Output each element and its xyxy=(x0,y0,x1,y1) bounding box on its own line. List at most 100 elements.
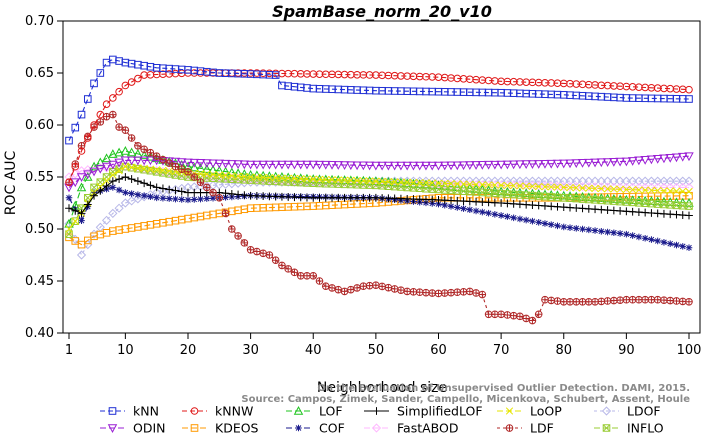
data-point-ldf xyxy=(347,285,355,294)
data-point-odin xyxy=(571,159,582,169)
data-point-cof xyxy=(479,208,486,216)
data-point-simplifiedlof xyxy=(165,185,174,194)
data-point-odin xyxy=(214,159,225,169)
data-point-simplifiedlof xyxy=(102,182,111,190)
data-point-ldof xyxy=(577,176,588,186)
data-point-loop xyxy=(309,175,317,183)
data-point-cof xyxy=(510,214,517,222)
data-point-ldof xyxy=(602,176,613,186)
data-point-simplifiedlof xyxy=(71,206,80,215)
data-point-loop xyxy=(641,186,649,194)
data-point-odin xyxy=(533,160,544,169)
data-point-ldf xyxy=(234,232,242,240)
data-point-kdeos xyxy=(102,229,111,237)
data-point-cof xyxy=(222,194,229,201)
data-point-odin xyxy=(377,161,387,171)
data-point-simplifiedlof xyxy=(108,177,117,186)
data-point-lof xyxy=(139,150,149,160)
data-point-odin xyxy=(546,159,556,169)
data-point-cof xyxy=(485,209,492,217)
legend-item-knnw: kNNW xyxy=(182,404,253,419)
data-point-knnw xyxy=(77,147,86,155)
data-point-odin xyxy=(202,159,212,169)
data-point-ldof xyxy=(665,176,675,186)
data-point-odin xyxy=(421,161,431,171)
legend-item-knn: kNN xyxy=(100,404,159,419)
data-point-cof xyxy=(529,217,536,225)
data-point-lof xyxy=(483,185,494,195)
data-point-cof xyxy=(472,207,480,215)
data-point-simplifiedlof xyxy=(685,211,693,220)
data-point-odin xyxy=(396,161,406,171)
data-point-ldf xyxy=(321,282,330,290)
data-point-loop xyxy=(253,173,261,181)
data-point-knn xyxy=(271,71,280,79)
data-point-loop xyxy=(622,185,631,194)
data-point-odin xyxy=(590,158,600,168)
data-point-cof xyxy=(209,194,217,202)
data-point-loop xyxy=(397,178,405,186)
x-tick-label: 40 xyxy=(305,343,322,358)
data-point-ldof xyxy=(646,176,657,186)
data-point-odin xyxy=(440,161,450,171)
data-point-odin xyxy=(684,152,694,162)
x-axis: 1 10 20 30 40 50 60 70 80 90 100 xyxy=(65,333,702,358)
data-point-loop xyxy=(578,184,587,192)
data-point-ldf xyxy=(616,296,624,304)
legend-label: INFLO xyxy=(627,421,664,434)
data-point-odin xyxy=(677,152,688,162)
chart-title: SpamBase_norm_20_v10 xyxy=(272,2,492,21)
data-point-ldf xyxy=(610,296,618,305)
data-point-knn xyxy=(96,69,105,77)
data-point-ldf xyxy=(628,296,637,304)
data-point-knnw xyxy=(96,110,105,119)
data-point-odin xyxy=(502,160,513,170)
data-point-simplifiedlof xyxy=(121,173,130,181)
data-point-odin xyxy=(446,161,456,171)
legend-label: LDOF xyxy=(627,404,661,419)
y-tick-label: 0.50 xyxy=(25,222,54,237)
data-point-ldof xyxy=(571,176,581,186)
data-point-odin xyxy=(565,159,575,169)
data-point-ldf xyxy=(591,298,599,306)
x-tick-label: 50 xyxy=(368,343,385,358)
data-point-odin xyxy=(89,167,99,177)
data-point-odin xyxy=(364,161,375,171)
data-point-cof xyxy=(78,217,85,224)
series-line-ldof xyxy=(68,180,689,257)
data-point-ldf xyxy=(541,296,549,304)
data-point-ldf xyxy=(484,310,493,318)
series-loop xyxy=(65,162,693,233)
data-point-cof xyxy=(203,195,211,202)
data-point-fastabod xyxy=(621,182,631,193)
data-point-odin xyxy=(133,156,143,166)
data-point-loop xyxy=(246,173,255,181)
data-point-cof xyxy=(184,196,192,204)
data-point-fastabod xyxy=(628,182,638,193)
data-point-fastabod xyxy=(490,180,500,190)
data-point-loop xyxy=(359,177,367,185)
data-point-loop xyxy=(265,173,274,182)
data-point-odin xyxy=(584,158,594,168)
data-point-lof xyxy=(108,149,118,158)
data-point-ldf xyxy=(115,123,123,131)
data-point-loop xyxy=(221,171,230,179)
data-point-ldf xyxy=(584,298,593,306)
data-point-ldf xyxy=(641,296,649,304)
data-point-lof xyxy=(83,172,93,181)
data-point-ldf xyxy=(290,268,299,277)
data-point-odin xyxy=(602,158,613,167)
data-point-ldf xyxy=(516,312,524,321)
data-point-odin xyxy=(189,158,199,168)
data-point-ldof xyxy=(521,176,531,186)
legend-marker-cof xyxy=(295,424,302,432)
data-point-loop xyxy=(616,185,624,193)
data-point-knnw xyxy=(102,100,111,108)
x-tick-label: 100 xyxy=(677,343,702,358)
data-point-knnw xyxy=(90,121,98,129)
data-point-ldf xyxy=(190,173,199,181)
data-point-loop xyxy=(384,177,393,186)
data-point-ldf xyxy=(685,298,693,306)
x-tick-label: 30 xyxy=(242,343,259,358)
data-point-knn xyxy=(685,95,693,103)
